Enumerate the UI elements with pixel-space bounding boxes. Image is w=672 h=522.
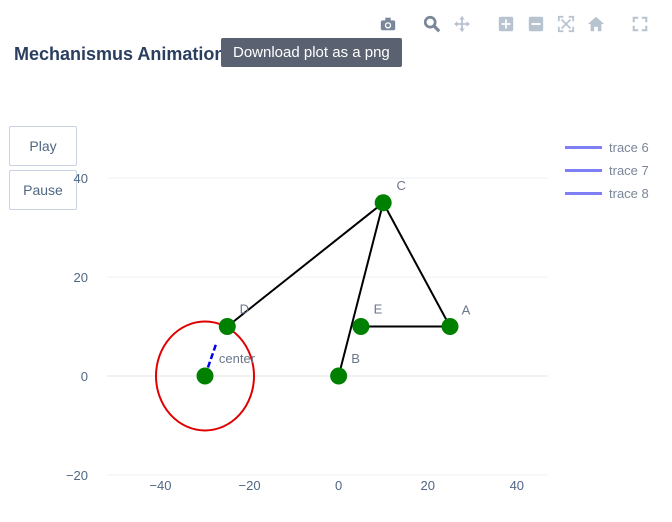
legend-line [565,192,602,195]
y-tick-label: 20 [74,270,88,285]
chart-title: Mechanismus Animation [14,44,226,64]
joint-label: E [374,302,383,317]
pause-button[interactable]: Pause [9,170,77,210]
x-tick-label: 20 [420,478,434,493]
link-line [337,202,385,377]
modebar [376,14,652,34]
legend-item[interactable]: trace 6 [565,136,649,159]
play-button[interactable]: Play [9,126,77,166]
joint-marker [441,318,459,335]
joint-marker [374,194,392,212]
link-line [382,202,451,327]
zoom-out-icon[interactable] [524,14,548,34]
x-tick-label: −20 [239,478,261,493]
zoom-in-icon[interactable] [494,14,518,34]
y-tick-label: 40 [74,171,88,186]
legend-label: trace 6 [609,140,649,155]
legend-label: trace 7 [609,163,649,178]
joint-label: A [462,303,471,318]
download-tooltip: Download plot as a png [221,38,402,67]
joint-label: center [219,351,256,366]
legend-line [565,146,602,149]
camera-icon[interactable] [376,14,400,34]
pan-icon[interactable] [450,14,474,34]
link-line [226,201,384,328]
zoom-icon[interactable] [420,14,444,34]
autoscale-icon[interactable] [554,14,578,34]
x-tick-label: 0 [335,478,342,493]
y-tick-label: −20 [66,468,88,483]
joint-marker [196,367,214,385]
x-tick-label: 40 [510,478,524,493]
legend-line [565,169,602,172]
x-tick-label: −40 [149,478,171,493]
joint-marker [352,318,370,335]
reset-axes-icon[interactable] [584,14,608,34]
joint-label: C [396,178,405,193]
joint-label: D [240,302,249,317]
legend-item[interactable]: trace 8 [565,182,649,205]
fullscreen-icon[interactable] [628,14,652,34]
joint-label: B [351,351,360,366]
legend: trace 6 trace 7 trace 8 [565,136,649,205]
y-tick-label: 0 [81,369,88,384]
joint-marker [330,367,348,385]
circle-path [155,320,255,432]
joint-marker [218,318,236,335]
legend-label: trace 8 [609,186,649,201]
legend-item[interactable]: trace 7 [565,159,649,182]
